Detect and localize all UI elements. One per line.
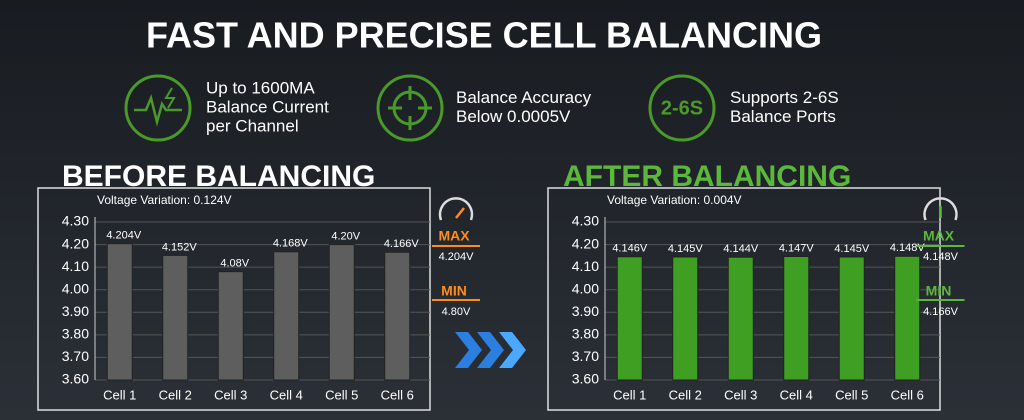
value-label: 4.152V [162, 241, 198, 253]
y-tick-label: 3.70 [572, 348, 599, 364]
y-tick-label: 3.90 [62, 303, 89, 319]
chart-title: AFTER BALANCING [563, 160, 851, 193]
feature-text: Up to 1600MA [206, 78, 315, 97]
value-label: 4.145V [668, 243, 704, 255]
x-tick-label: Cell 2 [669, 387, 702, 402]
value-label: 4.146V [612, 243, 648, 255]
chevron [499, 332, 526, 368]
value-label: 4.148V [890, 242, 926, 254]
feature-text: Supports 2-6S [730, 88, 839, 107]
x-tick-label: Cell 4 [780, 387, 813, 402]
x-tick-label: Cell 1 [103, 387, 136, 402]
icon-current [124, 74, 192, 142]
bar [328, 244, 355, 381]
bar [727, 256, 754, 381]
value-label: 4.168V [273, 238, 309, 250]
y-tick-label: 4.20 [572, 235, 599, 251]
y-tick-label: 3.60 [572, 371, 599, 387]
y-tick-label: 3.80 [572, 326, 599, 342]
value-label: 4.166V [384, 238, 420, 250]
bar [106, 243, 133, 381]
feature-text: per Channel [206, 116, 299, 135]
feature-icons [124, 74, 716, 142]
min-value: 4.166V [923, 306, 959, 318]
y-tick-label: 4.00 [62, 280, 89, 296]
max-value: 4.204V [439, 251, 475, 263]
chevron [455, 332, 482, 368]
feature-text: Balance Accuracy [456, 88, 592, 107]
value-label: 4.145V [834, 243, 870, 255]
y-tick-label: 4.20 [62, 235, 89, 251]
icon-pulse [134, 94, 182, 127]
icon-ports [648, 74, 716, 142]
chart-subtitle: Voltage Variation: 0.124V [97, 193, 232, 207]
feature-text: Below 0.0005V [456, 107, 571, 126]
arrows [455, 332, 526, 368]
x-tick-label: Cell 1 [613, 387, 646, 402]
feature-text: Balance Current [206, 97, 329, 116]
bar [783, 256, 810, 381]
chart-subtitle: Voltage Variation: 0.004V [607, 193, 742, 207]
gauge-needle [455, 207, 465, 219]
y-tick-label: 4.30 [572, 213, 599, 229]
x-tick-label: Cell 3 [724, 387, 757, 402]
x-tick-label: Cell 5 [325, 387, 358, 402]
icon-accuracy [376, 74, 444, 142]
gauge-icon [923, 197, 958, 221]
bar [672, 256, 699, 381]
max-label: MAX [438, 228, 470, 244]
chevron [477, 332, 504, 368]
icon-crosshair [388, 86, 432, 130]
value-label: 4.08V [220, 258, 249, 270]
x-tick-label: Cell 2 [159, 387, 192, 402]
icon-bolt [164, 87, 176, 109]
y-tick-label: 4.00 [572, 280, 599, 296]
bar [273, 251, 300, 381]
feature-text: Balance Ports [730, 107, 836, 126]
x-tick-label: Cell 6 [381, 387, 414, 402]
gauge-icon [438, 197, 474, 221]
bar [894, 255, 921, 381]
bar [162, 254, 189, 381]
y-tick-label: 3.80 [62, 326, 89, 342]
max-label: MAX [923, 228, 955, 244]
min-label: MIN [441, 283, 467, 299]
bar [384, 251, 411, 381]
y-tick-label: 4.30 [62, 213, 89, 229]
x-tick-label: Cell 3 [214, 387, 247, 402]
y-tick-label: 3.90 [572, 303, 599, 319]
x-tick-label: Cell 4 [270, 387, 303, 402]
x-tick-label: Cell 6 [891, 387, 924, 402]
value-label: 4.20V [331, 230, 360, 242]
bar [217, 271, 244, 381]
bar [616, 256, 643, 381]
bar [838, 256, 865, 381]
y-tick-label: 4.10 [62, 258, 89, 274]
before-panel [37, 187, 431, 411]
y-tick-label: 4.10 [572, 258, 599, 274]
icon-text: 2-6S [661, 97, 703, 119]
value-label: 4.204V [106, 230, 142, 242]
value-label: 4.144V [723, 243, 759, 255]
y-tick-label: 3.60 [62, 371, 89, 387]
x-tick-label: Cell 5 [835, 387, 868, 402]
min-label: MIN [926, 283, 952, 299]
value-label: 4.147V [779, 242, 815, 254]
headline: FAST AND PRECISE CELL BALANCING [146, 15, 822, 56]
chart-title: BEFORE BALANCING [62, 160, 375, 193]
min-value: 4.80V [442, 306, 471, 318]
max-value: 4.148V [923, 251, 959, 263]
y-tick-label: 3.70 [62, 348, 89, 364]
